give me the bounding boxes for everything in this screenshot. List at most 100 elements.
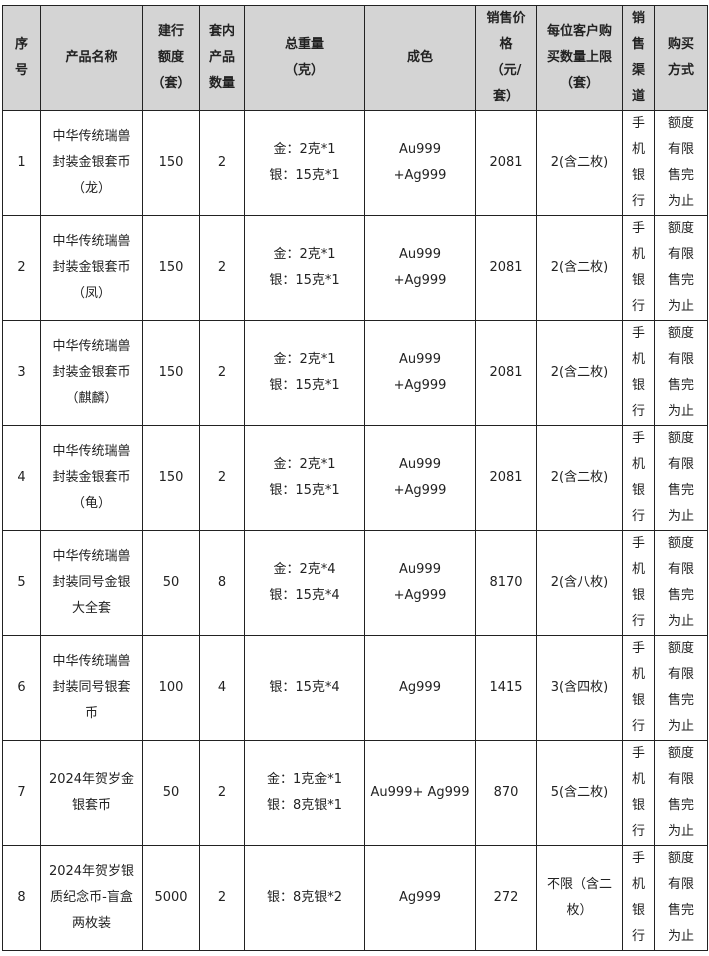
cell-method: 额度 有限 售完 为止 <box>654 320 708 426</box>
cell-quota: 50 <box>142 740 200 846</box>
cell-limit: 2(含二枚) <box>536 215 623 321</box>
cell-fineness: Ag999 <box>364 635 476 741</box>
cell-fineness: Au999+ Ag999 <box>364 740 476 846</box>
cell-count: 2 <box>199 320 245 426</box>
cell-fineness: Au999 +Ag999 <box>364 320 476 426</box>
cell-quota: 150 <box>142 215 200 321</box>
cell-channel: 手 机 银 行 <box>622 110 655 216</box>
cell-quota: 100 <box>142 635 200 741</box>
table-row: 8 2024年贺岁银 质纪念币-盲盒 两枚装 5000 2 银：8克银*2 Ag999 27… <box>2 845 708 951</box>
table-row: 4 中华传统瑞兽 封装金银套币 （龟） 150 2 金：2克*1 银：15克*1 Au99… <box>2 425 708 531</box>
cell-weight: 金：2克*1 银：15克*1 <box>244 320 365 426</box>
cell-count: 8 <box>199 530 245 636</box>
cell-weight: 银：15克*4 <box>244 635 365 741</box>
cell-price: 870 <box>475 740 537 846</box>
cell-fineness: Au999 +Ag999 <box>364 110 476 216</box>
cell-name: 中华传统瑞兽 封装金银套币 （龟） <box>40 425 143 531</box>
header-quota: 建行 额度 （套） <box>142 5 200 111</box>
cell-quota: 50 <box>142 530 200 636</box>
header-fineness: 成色 <box>364 5 476 111</box>
table-row: 7 2024年贺岁金 银套币 50 2 金：1克金*1 银：8克银*1 Au999+ Ag… <box>2 740 708 846</box>
cell-limit: 2(含八枚) <box>536 530 623 636</box>
cell-price: 272 <box>475 845 537 951</box>
cell-channel: 手 机 银 行 <box>622 530 655 636</box>
cell-channel: 手 机 银 行 <box>622 425 655 531</box>
cell-fineness: Au999 +Ag999 <box>364 215 476 321</box>
cell-no: 7 <box>2 740 41 846</box>
cell-channel: 手 机 银 行 <box>622 215 655 321</box>
cell-limit: 5(含二枚) <box>536 740 623 846</box>
cell-weight: 金：2克*1 银：15克*1 <box>244 425 365 531</box>
cell-name: 中华传统瑞兽 封装金银套币 （凤） <box>40 215 143 321</box>
cell-quota: 150 <box>142 425 200 531</box>
header-method: 购买 方式 <box>654 5 708 111</box>
cell-quota: 5000 <box>142 845 200 951</box>
header-row: 序 号产品名称 建行 额度 （套） 套内 产品 数量 总重量 （克） 成色 销售价 格 （… <box>2 5 708 111</box>
cell-price: 2081 <box>475 320 537 426</box>
cell-weight: 金：1克金*1 银：8克银*1 <box>244 740 365 846</box>
cell-method: 额度 有限 售完 为止 <box>654 425 708 531</box>
cell-count: 2 <box>199 740 245 846</box>
cell-quota: 150 <box>142 320 200 426</box>
cell-no: 1 <box>2 110 41 216</box>
header-name: 产品名称 <box>40 5 143 111</box>
cell-limit: 不限（含二 枚） <box>536 845 623 951</box>
cell-channel: 手 机 银 行 <box>622 320 655 426</box>
header-count: 套内 产品 数量 <box>199 5 245 111</box>
header-price: 销售价 格 （元/ 套） <box>475 5 537 111</box>
cell-limit: 2(含二枚) <box>536 425 623 531</box>
cell-name: 中华传统瑞兽 封装金银套币 （龙） <box>40 110 143 216</box>
header-limit: 每位客户购 买数量上限 （套） <box>536 5 623 111</box>
cell-method: 额度 有限 售完 为止 <box>654 635 708 741</box>
cell-limit: 2(含二枚) <box>536 110 623 216</box>
cell-count: 4 <box>199 635 245 741</box>
cell-method: 额度 有限 售完 为止 <box>654 845 708 951</box>
cell-limit: 3(含四枚) <box>536 635 623 741</box>
table-row: 5 中华传统瑞兽 封装同号金银 大全套 50 8 金：2克*4 银：15克*4 Au999… <box>2 530 708 636</box>
cell-no: 6 <box>2 635 41 741</box>
cell-no: 5 <box>2 530 41 636</box>
cell-price: 1415 <box>475 635 537 741</box>
cell-method: 额度 有限 售完 为止 <box>654 110 708 216</box>
header-channel: 销 售 渠 道 <box>622 5 655 111</box>
cell-no: 2 <box>2 215 41 321</box>
cell-name: 中华传统瑞兽 封装金银套币 （麒麟） <box>40 320 143 426</box>
cell-limit: 2(含二枚) <box>536 320 623 426</box>
cell-count: 2 <box>199 215 245 321</box>
cell-name: 中华传统瑞兽 封装同号银套 币 <box>40 635 143 741</box>
cell-name: 中华传统瑞兽 封装同号金银 大全套 <box>40 530 143 636</box>
product-table: 序 号产品名称 建行 额度 （套） 套内 产品 数量 总重量 （克） 成色 销售价 格 （… <box>2 5 708 951</box>
cell-fineness: Au999 +Ag999 <box>364 530 476 636</box>
cell-weight: 金：2克*1 银：15克*1 <box>244 215 365 321</box>
table-row: 2 中华传统瑞兽 封装金银套币 （凤） 150 2 金：2克*1 银：15克*1 Au99… <box>2 215 708 321</box>
cell-price: 2081 <box>475 425 537 531</box>
cell-price: 8170 <box>475 530 537 636</box>
cell-weight: 金：2克*1 银：15克*1 <box>244 110 365 216</box>
cell-no: 8 <box>2 845 41 951</box>
cell-count: 2 <box>199 425 245 531</box>
cell-no: 4 <box>2 425 41 531</box>
cell-name: 2024年贺岁金 银套币 <box>40 740 143 846</box>
cell-method: 额度 有限 售完 为止 <box>654 740 708 846</box>
cell-channel: 手 机 银 行 <box>622 635 655 741</box>
header-weight: 总重量 （克） <box>244 5 365 111</box>
cell-name: 2024年贺岁银 质纪念币-盲盒 两枚装 <box>40 845 143 951</box>
cell-price: 2081 <box>475 215 537 321</box>
cell-fineness: Ag999 <box>364 845 476 951</box>
cell-channel: 手 机 银 行 <box>622 845 655 951</box>
cell-no: 3 <box>2 320 41 426</box>
cell-quota: 150 <box>142 110 200 216</box>
header-no: 序 号 <box>2 5 41 111</box>
table-row: 1 中华传统瑞兽 封装金银套币 （龙） 150 2 金：2克*1 银：15克*1 Au99… <box>2 110 708 216</box>
cell-weight: 金：2克*4 银：15克*4 <box>244 530 365 636</box>
cell-weight: 银：8克银*2 <box>244 845 365 951</box>
cell-count: 2 <box>199 110 245 216</box>
cell-channel: 手 机 银 行 <box>622 740 655 846</box>
table-row: 6 中华传统瑞兽 封装同号银套 币 100 4 银：15克*4 Ag999 1415 3(含四… <box>2 635 708 741</box>
cell-fineness: Au999 +Ag999 <box>364 425 476 531</box>
cell-price: 2081 <box>475 110 537 216</box>
cell-method: 额度 有限 售完 为止 <box>654 530 708 636</box>
cell-method: 额度 有限 售完 为止 <box>654 215 708 321</box>
table-row: 3 中华传统瑞兽 封装金银套币 （麒麟） 150 2 金：2克*1 银：15克*1 Au9… <box>2 320 708 426</box>
cell-count: 2 <box>199 845 245 951</box>
